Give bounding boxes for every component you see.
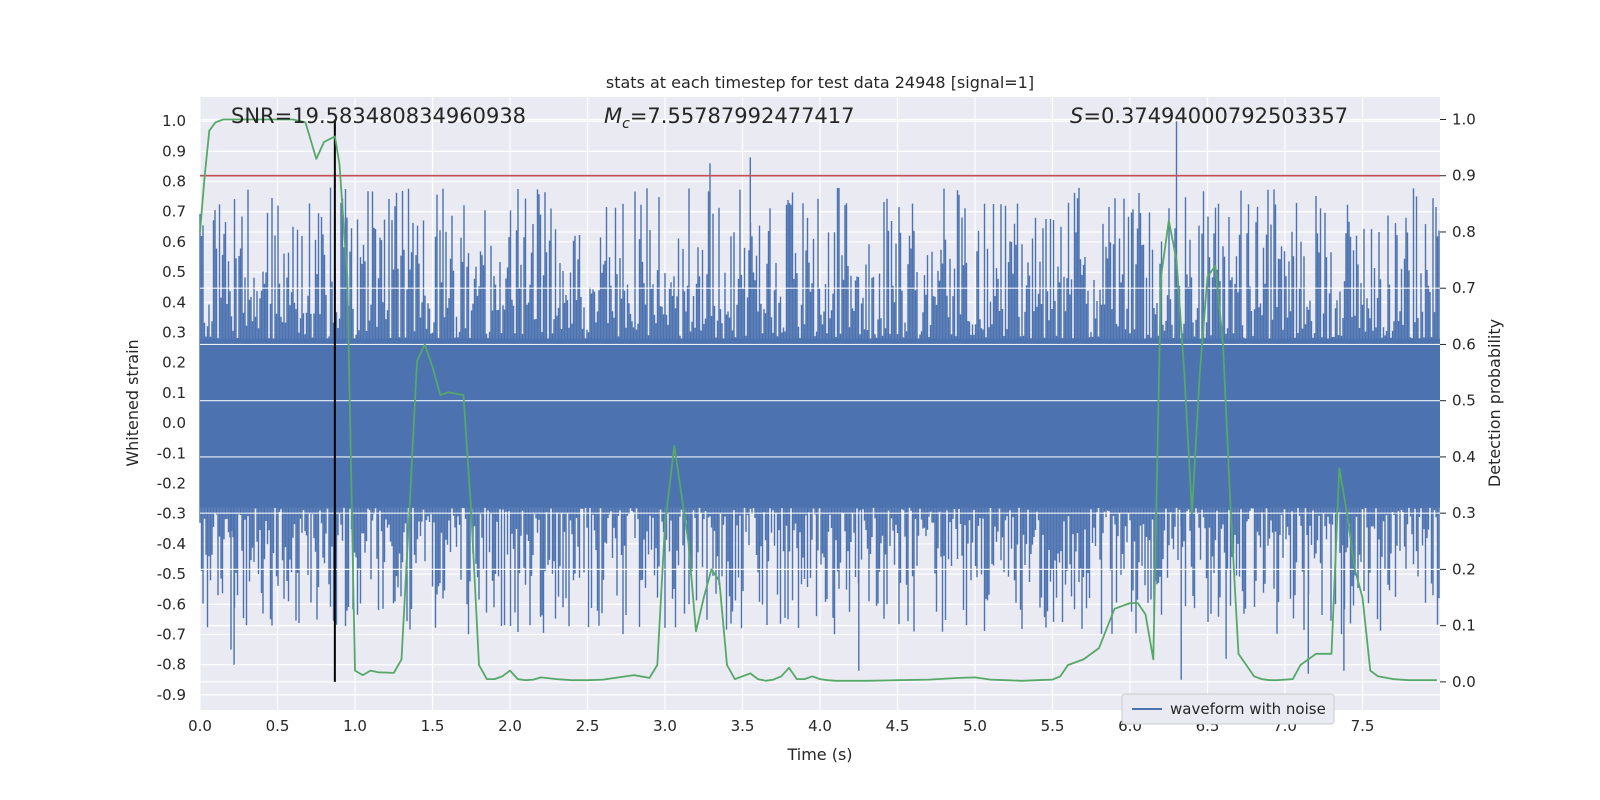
tick-labels: 0.0 0.5 1.0 1.5 2.0 2.5 3.0 3.5 4.0 4.5 5.0 5.5 6.0 6… xyxy=(157,110,1476,735)
waveform-line xyxy=(199,121,1440,680)
probability-series xyxy=(199,118,1437,682)
snr-annotation: SNR=19.583480834960938 xyxy=(231,104,526,128)
y-left-tick-label: -0.4 xyxy=(157,535,186,553)
y-left-tick-label: -0.2 xyxy=(157,475,186,493)
y-left-tick-label: 0.0 xyxy=(162,414,186,432)
y-left-tick-label: -0.1 xyxy=(157,444,186,462)
y-left-tick-label: 0.9 xyxy=(162,142,186,160)
y-right-tick-label: 0.2 xyxy=(1452,560,1476,578)
y-right-tick-label: 0.3 xyxy=(1452,504,1476,522)
x-tick-label: 3.0 xyxy=(653,717,677,735)
x-tick-label: 1.5 xyxy=(421,717,445,735)
y-left-tick-label: -0.6 xyxy=(157,595,186,613)
y-left-tick-label: 0.5 xyxy=(162,263,186,281)
x-tick-label: 0.0 xyxy=(188,717,212,735)
x-tick-label: 4.0 xyxy=(808,717,832,735)
y-left-tick-label: 0.7 xyxy=(162,203,186,221)
x-axis-title: Time (s) xyxy=(786,745,852,764)
y-left-tick-label: 0.2 xyxy=(162,354,186,372)
x-tick-label: 5.0 xyxy=(963,717,987,735)
legend: waveform with noise xyxy=(1121,693,1335,725)
legend-label: waveform with noise xyxy=(1170,700,1326,718)
y-right-tick-label: 0.7 xyxy=(1452,279,1476,297)
x-tick-label: 2.0 xyxy=(498,717,522,735)
chirp-mass-value: =7.55787992477417 xyxy=(630,104,855,128)
y-right-tick-label: 0.4 xyxy=(1452,448,1476,466)
y-right-tick-label: 0.5 xyxy=(1452,392,1476,410)
chirp-mass-annotation: Mc=7.55787992477417 xyxy=(604,104,855,132)
y-left-tick-label: -0.7 xyxy=(157,626,186,644)
y-right-tick-label: 0.9 xyxy=(1452,167,1476,185)
y-left-tick-label: 0.6 xyxy=(162,233,186,251)
y-left-tick-label: 0.1 xyxy=(162,384,186,402)
y-left-tick-label: 1.0 xyxy=(162,112,186,130)
y-left-tick-label: -0.8 xyxy=(157,656,186,674)
y-left-tick-label: 0.8 xyxy=(162,173,186,191)
x-tick-label: 1.0 xyxy=(343,717,367,735)
y-left-tick-label: -0.3 xyxy=(157,505,186,523)
x-tick-label: 2.5 xyxy=(576,717,600,735)
x-tick-label: 4.5 xyxy=(886,717,910,735)
x-tick-label: 5.5 xyxy=(1041,717,1065,735)
y-axis-left-title: Whitened strain xyxy=(123,339,142,466)
s-value: =0.37494000792503357 xyxy=(1083,104,1348,128)
y-right-tick-label: 1.0 xyxy=(1452,110,1476,128)
chart-title: stats at each timestep for test data 249… xyxy=(606,73,1034,92)
s-symbol: S xyxy=(1070,104,1083,128)
s-annotation: S=0.37494000792503357 xyxy=(1070,104,1348,128)
y-left-tick-label: -0.9 xyxy=(157,686,186,704)
y-left-tick-label: 0.4 xyxy=(162,293,186,311)
x-tick-label: 7.5 xyxy=(1351,717,1375,735)
y-right-tick-label: 0.8 xyxy=(1452,223,1476,241)
y-left-tick-label: -0.5 xyxy=(157,565,186,583)
y-right-tick-label: 0.0 xyxy=(1452,673,1476,691)
chirp-mass-subscript: c xyxy=(622,116,630,132)
x-tick-label: 3.5 xyxy=(731,717,755,735)
y-left-tick-label: 0.3 xyxy=(162,324,186,342)
y-axis-right-title: Detection probability xyxy=(1485,319,1504,487)
waveform-series xyxy=(199,121,1440,680)
y-right-tick-label: 0.6 xyxy=(1452,335,1476,353)
y-right-tick-label: 0.1 xyxy=(1452,617,1476,635)
chirp-mass-symbol: M xyxy=(604,104,622,128)
legend-box xyxy=(1121,693,1335,725)
x-tick-label: 0.5 xyxy=(266,717,290,735)
detection-probability-line xyxy=(199,118,1437,682)
